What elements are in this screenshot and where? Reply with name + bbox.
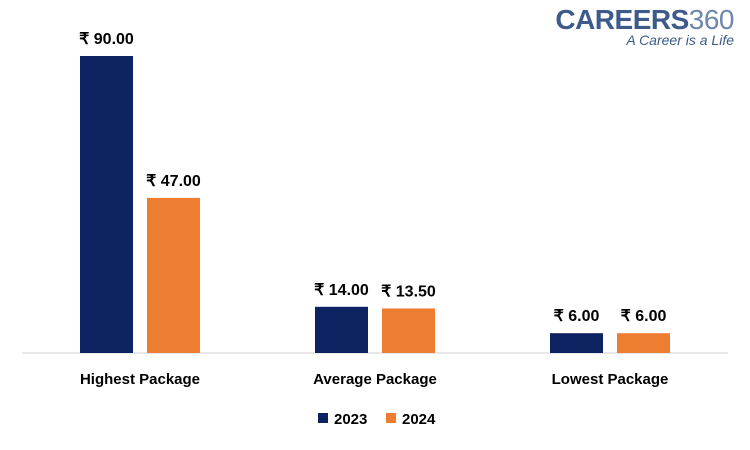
legend-label: 2024 xyxy=(402,411,436,428)
logo-tagline: A Career is a Life xyxy=(626,32,734,48)
category-label: Lowest Package xyxy=(552,371,669,388)
category-label: Average Package xyxy=(313,371,437,388)
legend-swatch-2024 xyxy=(386,413,396,423)
data-label: ₹ 6.00 xyxy=(621,308,667,325)
logo-brand: CAREERS xyxy=(555,4,689,35)
bar-2024-2 xyxy=(617,333,670,353)
careers360-logo: CAREERS360 A Career is a Life xyxy=(555,4,734,48)
data-label: ₹ 47.00 xyxy=(146,173,201,190)
data-label: ₹ 6.00 xyxy=(554,308,600,325)
data-label: ₹ 13.50 xyxy=(381,283,436,300)
bar-2023-2 xyxy=(550,333,603,353)
legend-swatch-2023 xyxy=(318,413,328,423)
bar-2023-0 xyxy=(80,56,133,353)
logo-number: 360 xyxy=(688,4,735,35)
bar-2024-0 xyxy=(147,197,200,353)
data-label: ₹ 90.00 xyxy=(79,31,134,48)
category-label: Highest Package xyxy=(80,371,200,388)
legend-label: 2023 xyxy=(334,411,367,428)
bar-2023-1 xyxy=(315,306,368,353)
bar-2024-1 xyxy=(382,308,435,353)
data-label: ₹ 14.00 xyxy=(314,282,369,299)
